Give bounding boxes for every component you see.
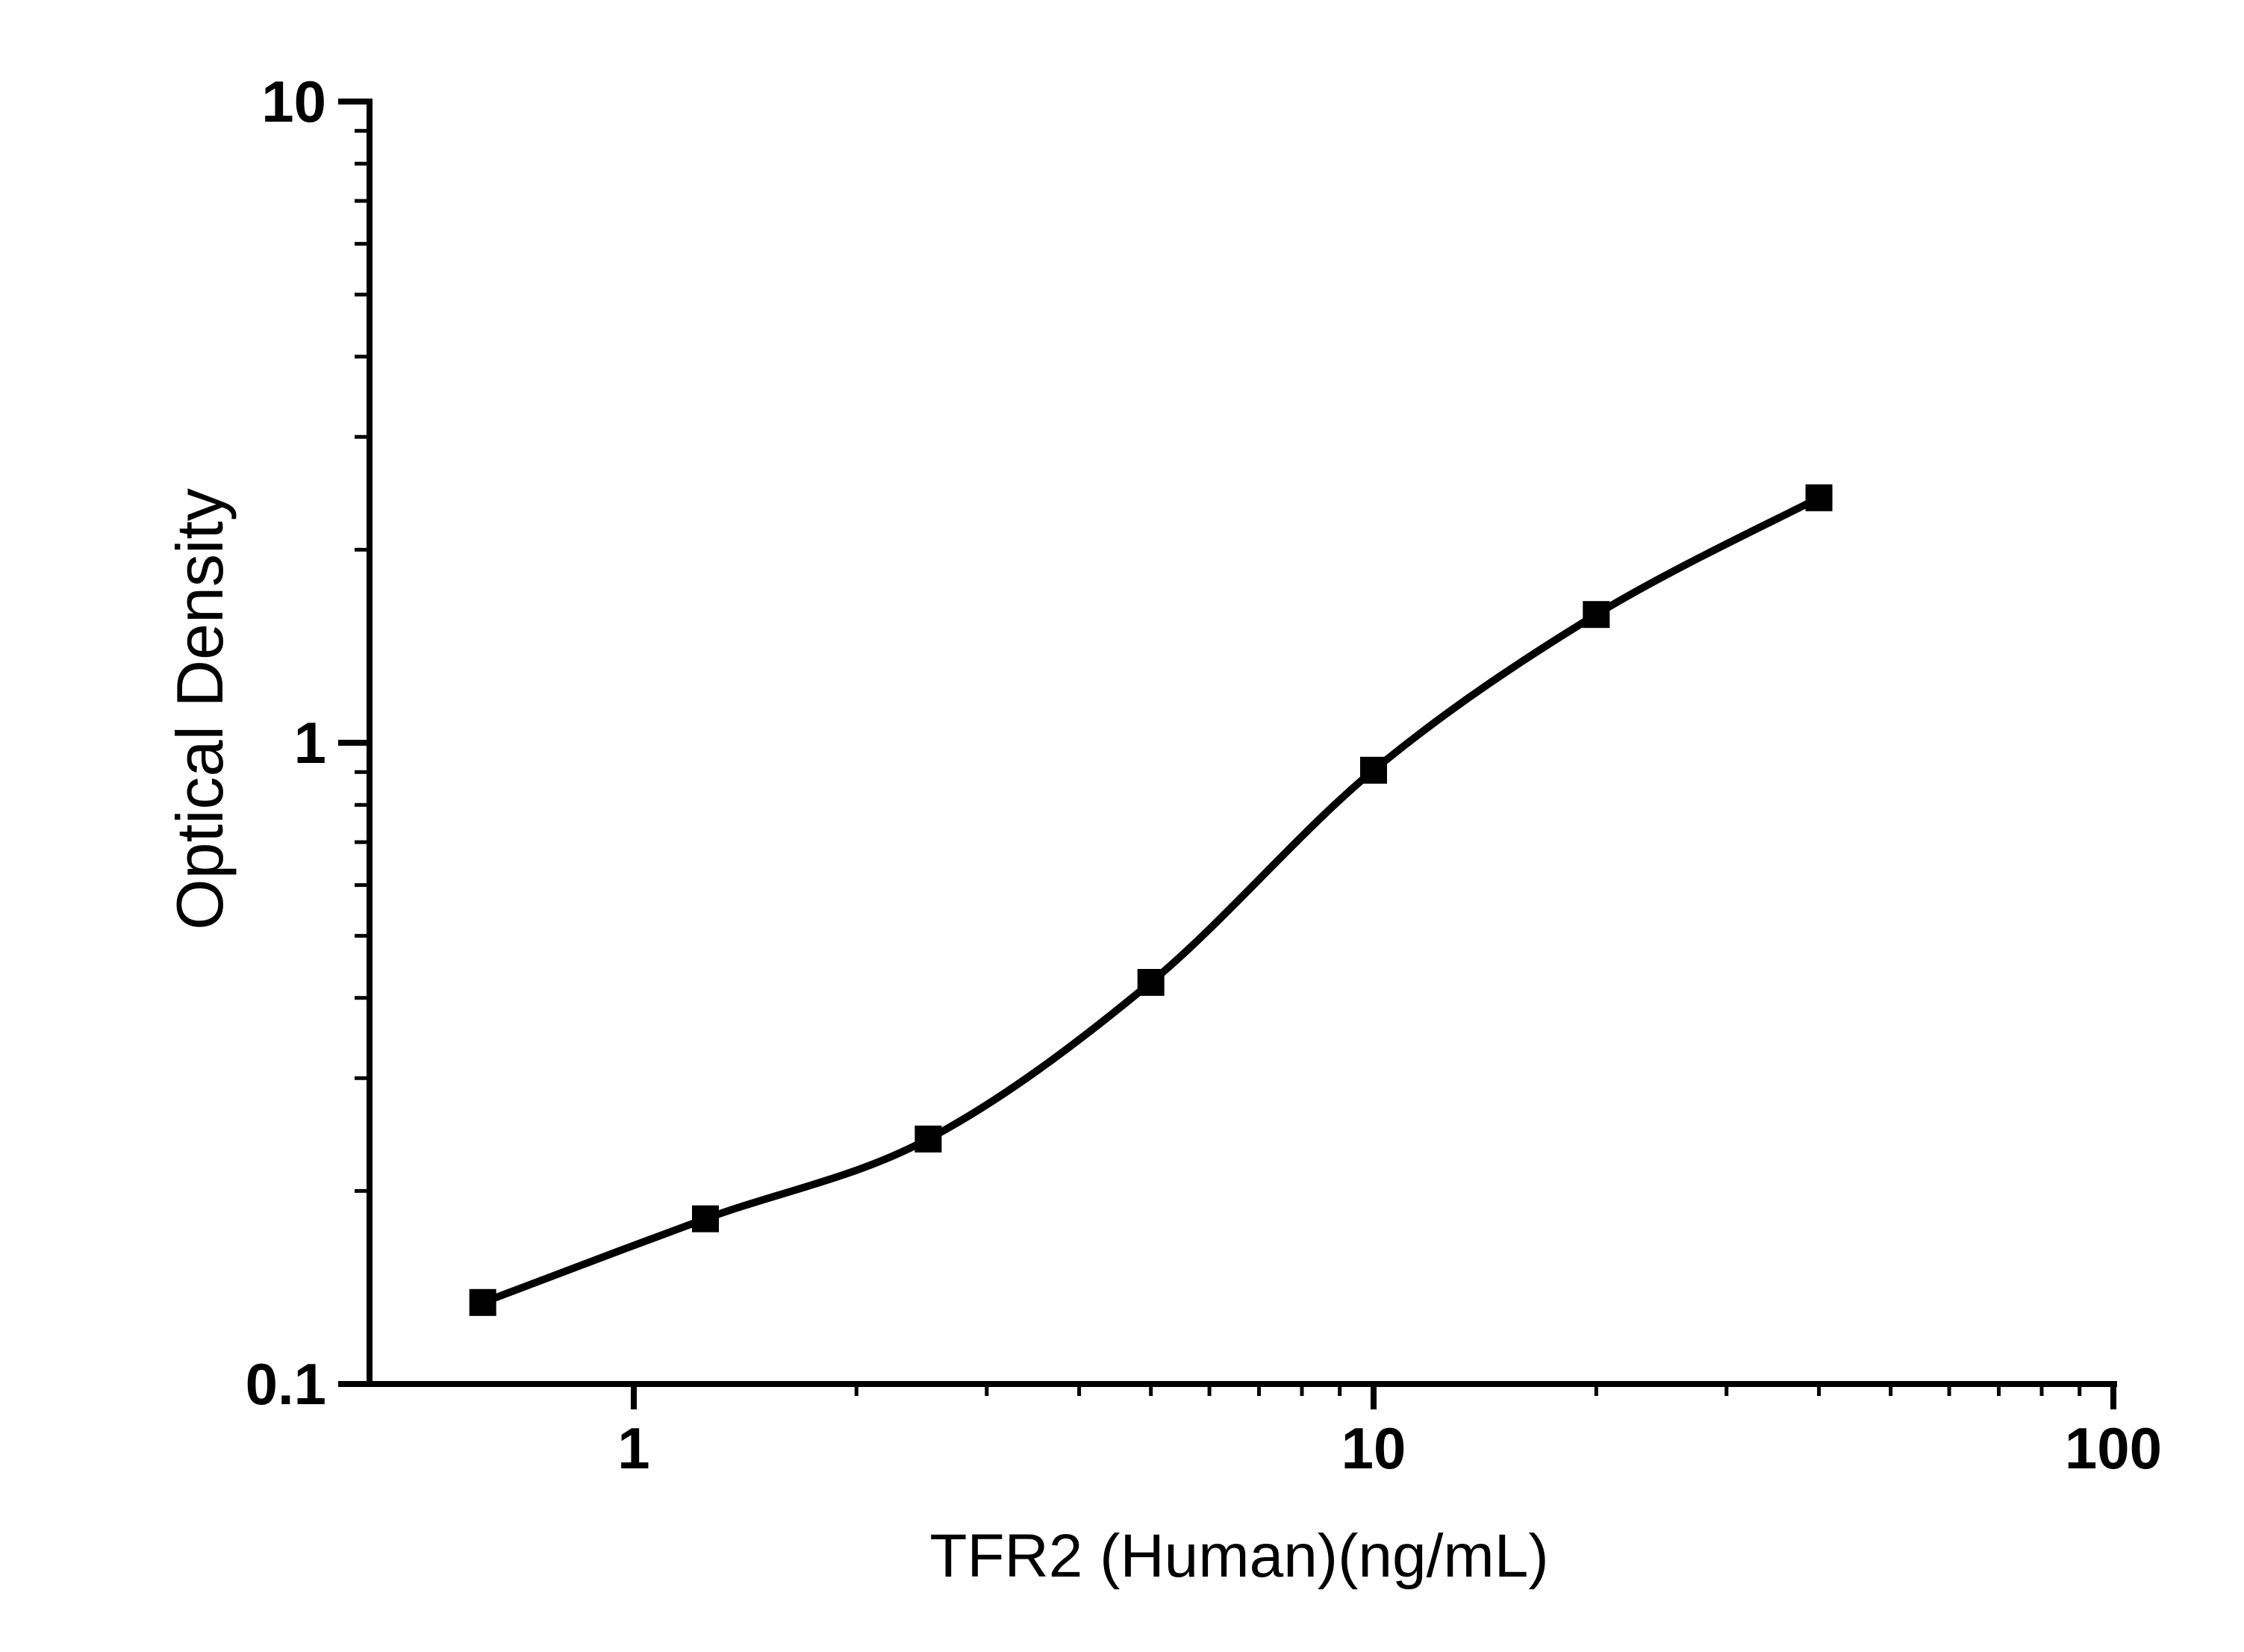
- x-tick-label: 1: [617, 1415, 649, 1481]
- axes: [367, 99, 2117, 1387]
- data-point-marker: [469, 1288, 496, 1316]
- axis-ticks: [338, 99, 2116, 1409]
- axis-tick-labels: 0.1 1 10 1 10 100: [246, 69, 2163, 1481]
- data-point-marker: [1583, 601, 1610, 629]
- x-axis-title: TFR2 (Human)(ng/mL): [929, 1522, 1548, 1590]
- y-tick-label: 1: [294, 710, 326, 776]
- data-point-marker: [1805, 484, 1833, 511]
- x-tick-label: 10: [1341, 1415, 1406, 1481]
- y-tick-label: 10: [261, 69, 326, 134]
- data-point-markers: [469, 484, 1833, 1316]
- y-axis-title: Optical Density: [163, 488, 237, 930]
- data-point-marker: [914, 1125, 942, 1153]
- data-point-marker: [692, 1205, 719, 1232]
- data-point-marker: [1360, 756, 1387, 784]
- y-tick-label: 0.1: [246, 1351, 326, 1417]
- data-point-marker: [1137, 969, 1165, 996]
- fit-curve: [479, 493, 1823, 1306]
- x-tick-label: 100: [2065, 1415, 2162, 1481]
